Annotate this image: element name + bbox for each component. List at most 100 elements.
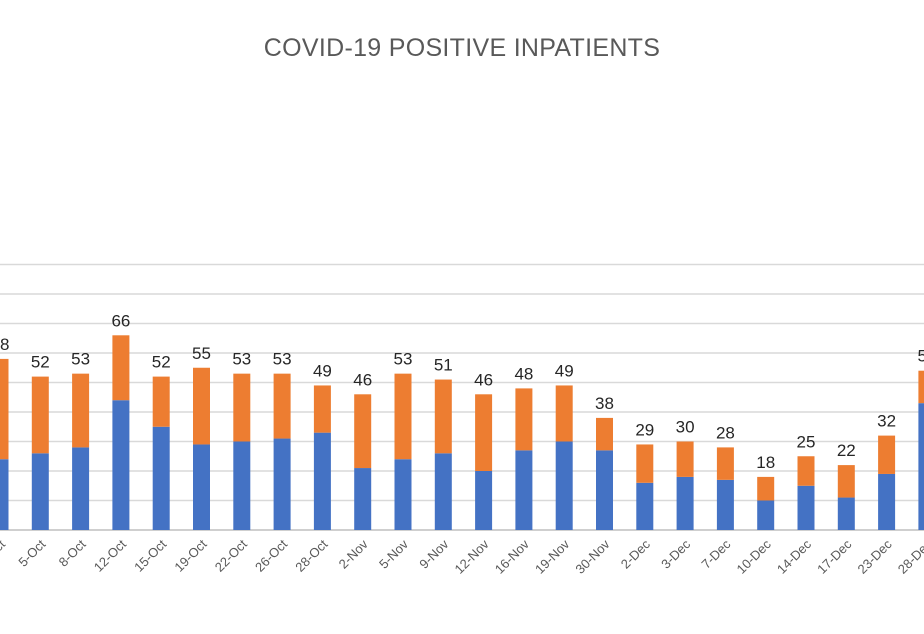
bar-segment-blue	[394, 459, 412, 530]
x-tick-label: 16-Nov	[492, 536, 533, 577]
bar-segment-orange	[313, 385, 331, 433]
data-label: 58	[0, 335, 9, 354]
bar-segment-blue	[596, 450, 613, 530]
x-tick-label: 28-Dec	[895, 536, 924, 577]
bar-segment-blue	[797, 485, 815, 530]
bar-segment-orange	[152, 376, 170, 427]
data-label: 28	[716, 423, 735, 442]
x-tick-label: 17-Dec	[814, 536, 855, 577]
x-tick-label: 30-Nov	[572, 536, 613, 577]
bar-segment-blue	[676, 476, 694, 530]
bar-segment-orange	[475, 394, 493, 471]
bar-segment-orange	[555, 385, 573, 442]
x-tick-label: 19-Nov	[532, 536, 573, 577]
x-tick-label: 19-Oct	[171, 536, 209, 574]
gridlines	[0, 263, 924, 531]
bar-segment-orange	[837, 465, 855, 498]
bar-segment-blue	[354, 468, 372, 530]
x-tick-label: 12-Nov	[451, 536, 492, 577]
bar-segment-blue	[31, 453, 49, 530]
data-label: 32	[877, 412, 896, 431]
data-label: 53	[273, 350, 292, 369]
data-label: 49	[313, 361, 332, 380]
x-tick-label: 26-Oct	[252, 536, 290, 574]
bar-segment-orange	[596, 417, 613, 451]
bar-segment-blue	[434, 453, 452, 530]
bar-segment-blue	[193, 444, 210, 530]
data-label: 53	[71, 350, 90, 369]
bar-segment-orange	[716, 447, 734, 480]
bar-segment-orange	[0, 358, 9, 460]
x-tick-label: 10-Dec	[734, 536, 775, 577]
x-tick-label: 2-Dec	[618, 536, 653, 571]
x-tick-labels: ct 5-Oct 8-Oct 12-Oct 15-Oct 19-Oct 22-Oct 26-O…	[0, 536, 924, 577]
data-label: 25	[797, 432, 816, 451]
x-tick-label: 2-Nov	[336, 536, 371, 571]
x-tick-label: 8-Oct	[56, 536, 89, 569]
x-tick-label: 5-Oct	[15, 536, 48, 569]
bar-segment-blue	[475, 471, 493, 530]
bar-segment-blue	[555, 441, 573, 530]
x-tick-label: 14-Dec	[774, 536, 815, 577]
bar-segment-blue	[152, 426, 170, 530]
bar-segment-blue	[313, 432, 331, 530]
data-label: 55	[192, 344, 211, 363]
data-label: 54	[917, 347, 924, 366]
bar-segment-orange	[918, 370, 924, 404]
bar-segment-blue	[757, 500, 775, 530]
data-label: 22	[837, 441, 856, 460]
data-label: 53	[232, 350, 251, 369]
data-label: 52	[152, 353, 171, 372]
data-label: 29	[635, 420, 654, 439]
bar-segment-orange	[515, 388, 533, 451]
data-label: 49	[555, 361, 574, 380]
bar-segment-blue	[273, 438, 291, 530]
data-label: 38	[595, 394, 614, 413]
bar-segment-blue	[878, 473, 896, 530]
x-tick-label: 12-Oct	[91, 536, 129, 574]
data-label: 46	[474, 370, 493, 389]
bar-segment-orange	[797, 456, 815, 486]
x-tick-label: 22-Oct	[212, 536, 250, 574]
data-label: 18	[756, 453, 775, 472]
bar-segment-blue	[515, 450, 533, 530]
bar-segment-blue	[72, 447, 90, 530]
x-tick-label: 23-Dec	[854, 536, 895, 577]
x-tick-label: ct	[0, 536, 8, 554]
bar-segment-orange	[394, 373, 412, 460]
data-label: 48	[514, 364, 533, 383]
bar-segment-orange	[233, 373, 251, 442]
bar-segment-blue	[112, 400, 130, 530]
data-label: 30	[676, 418, 695, 437]
bar-segment-blue	[233, 441, 251, 530]
x-tick-label: 9-Nov	[416, 536, 451, 571]
bar-segment-orange	[636, 444, 654, 483]
bar-segment-orange	[193, 367, 210, 445]
chart-title: COVID-19 POSITIVE INPATIENTS	[263, 34, 661, 62]
bar-segment-orange	[757, 476, 775, 501]
bar-segment-blue	[837, 497, 855, 530]
data-label: 51	[434, 356, 453, 375]
bar-segment-orange	[273, 373, 291, 439]
x-tick-label: 28-Oct	[292, 536, 330, 574]
bar-segment-orange	[878, 435, 896, 474]
bar-segment-blue	[918, 403, 924, 530]
bar-segment-orange	[112, 335, 130, 401]
bar-segment-blue	[0, 459, 9, 530]
data-label: 66	[111, 311, 130, 330]
x-tick-label: 3-Dec	[658, 536, 693, 571]
bar-segment-orange	[354, 394, 372, 469]
bar-segment-blue	[636, 482, 654, 530]
data-labels: 58 52 53 66 52 55 53 53 49 46 53 51 46 48 49 38 29 30 28 18…	[0, 311, 924, 472]
data-label: 46	[353, 370, 372, 389]
bar-segment-orange	[434, 379, 452, 454]
bars	[0, 335, 924, 530]
x-tick-label: 15-Oct	[131, 536, 169, 574]
x-tick-label: 5-Nov	[376, 536, 411, 571]
data-label: 53	[394, 350, 413, 369]
bar-segment-blue	[716, 479, 734, 530]
bar-segment-orange	[72, 373, 90, 448]
bar-segment-orange	[676, 441, 694, 477]
